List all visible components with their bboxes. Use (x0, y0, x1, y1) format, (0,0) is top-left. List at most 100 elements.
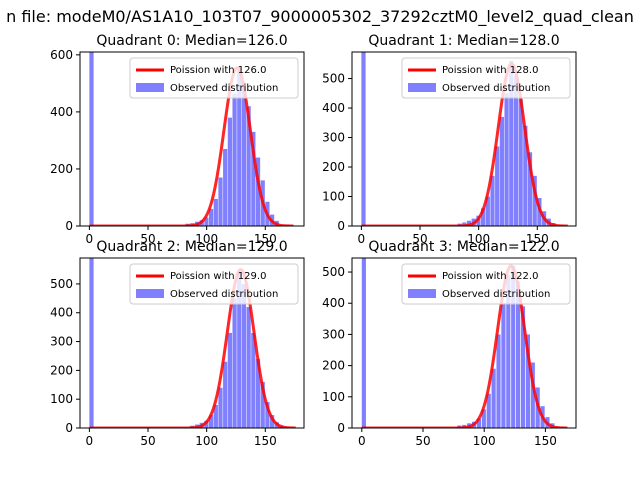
y-tick-label: 200 (322, 359, 345, 373)
panel-title: Quadrant 3: Median=122.0 (368, 239, 559, 255)
histogram-bar (481, 409, 486, 428)
legend-label-poisson: Poission with 128.0 (442, 65, 538, 76)
histogram-bar (527, 152, 533, 226)
histogram-bar (209, 415, 214, 428)
histogram-bar (499, 116, 504, 226)
legend-swatch-observed (408, 289, 436, 298)
y-tick-label: 100 (50, 392, 73, 406)
y-tick-label: 300 (322, 131, 345, 145)
legend-swatch-observed (408, 83, 436, 92)
histogram-bar (251, 131, 256, 226)
histogram-bar (255, 358, 261, 428)
x-tick-label: 100 (473, 434, 496, 448)
legend: Poission with 122.0 Observed distribution (401, 263, 571, 305)
y-tick-label: 0 (65, 421, 73, 435)
y-tick-label: 0 (65, 219, 73, 233)
x-tick-label: 150 (254, 434, 277, 448)
legend: Poission with 126.0 Observed distribution (129, 57, 299, 99)
histogram-bar (361, 52, 366, 226)
x-tick-label: 150 (534, 434, 557, 448)
histogram-bar (218, 177, 223, 226)
legend-label-observed: Observed distribution (170, 83, 278, 94)
x-tick-label: 50 (140, 232, 155, 246)
axes-frame (79, 257, 305, 429)
panel-title: Quadrant 1: Median=128.0 (368, 33, 559, 49)
panel-title: Quadrant 0: Median=126.0 (96, 33, 287, 49)
histogram-bar (209, 208, 214, 226)
histogram-bar (218, 387, 223, 428)
histogram-bar (486, 393, 491, 428)
x-tick-label: 100 (467, 232, 490, 246)
histogram-bar (89, 52, 94, 226)
x-tick-label: 0 (86, 434, 94, 448)
panel-quadrant-3: 0 50 100 150 0 100 200 300 400 500 Quadrant 3: Med… (322, 239, 577, 448)
histogram-bar (255, 157, 261, 226)
legend-label-observed: Observed distribution (442, 83, 550, 94)
histogram-bar (485, 196, 490, 226)
histogram-bar (213, 404, 218, 428)
y-tick-label: 600 (50, 48, 73, 62)
y-tick-label: 500 (322, 72, 345, 86)
legend-label-observed: Observed distribution (442, 289, 550, 300)
legend-label-poisson: Poission with 126.0 (170, 65, 266, 76)
histogram-bar (466, 220, 472, 226)
panel-quadrant-2: 0 50 100 150 0 100 200 300 400 500 Quadrant 2: Med… (50, 239, 305, 448)
histogram-bar (227, 332, 232, 428)
histogram-bar (223, 148, 228, 226)
plot-area (89, 258, 297, 428)
histogram-bar (361, 258, 366, 428)
x-tick-label: 150 (526, 232, 549, 246)
histogram-bar (495, 146, 500, 226)
y-tick-label: 400 (322, 101, 345, 115)
histogram-bar (237, 272, 242, 428)
y-tick-label: 400 (50, 105, 73, 119)
histogram-bar (530, 362, 535, 428)
histogram-bar (513, 75, 519, 226)
histogram-bar (506, 275, 511, 428)
histogram-bar (481, 208, 486, 226)
histogram-bar (213, 198, 218, 226)
y-tick-label: 200 (50, 363, 73, 377)
x-tick-label: 0 (86, 232, 94, 246)
axes-frame (351, 51, 577, 227)
histogram-bar (504, 93, 509, 226)
axes-frame (79, 51, 305, 227)
x-tick-label: 150 (254, 232, 277, 246)
histogram-bar (241, 83, 247, 226)
x-tick-label: 100 (195, 434, 218, 448)
y-tick-label: 100 (322, 190, 345, 204)
histogram-bar (204, 217, 209, 226)
x-tick-label: 100 (195, 232, 218, 246)
legend-swatch-observed (136, 83, 164, 92)
histogram-bar (241, 283, 247, 428)
plot-area (89, 52, 294, 226)
histogram-bar (232, 93, 237, 226)
x-tick-label: 50 (140, 434, 155, 448)
histogram-bar (525, 334, 530, 428)
legend-label-poisson: Poission with 122.0 (442, 271, 538, 282)
legend: Poission with 128.0 Observed distribution (401, 57, 571, 99)
histogram-bar (501, 303, 506, 428)
y-tick-label: 0 (337, 421, 345, 435)
histogram-bar (204, 420, 209, 428)
y-tick-label: 500 (50, 277, 73, 291)
y-tick-label: 500 (322, 265, 345, 279)
histogram-bar (227, 117, 232, 226)
histogram-bar (496, 334, 501, 428)
x-tick-label: 0 (358, 434, 366, 448)
y-tick-label: 300 (322, 327, 345, 341)
histogram-bar (509, 60, 514, 226)
legend-box (129, 263, 299, 305)
histogram-bar (251, 332, 256, 428)
panel-title: Quadrant 2: Median=129.0 (96, 239, 287, 255)
y-tick-label: 100 (322, 390, 345, 404)
y-tick-label: 0 (337, 219, 345, 233)
histogram-bar (518, 99, 523, 226)
histogram-bar (237, 70, 242, 226)
x-tick-label: 50 (412, 232, 427, 246)
histogram-bar (491, 368, 496, 428)
histogram-bar (269, 415, 275, 428)
histogram-bar (246, 306, 251, 428)
axes-frame (351, 257, 577, 429)
